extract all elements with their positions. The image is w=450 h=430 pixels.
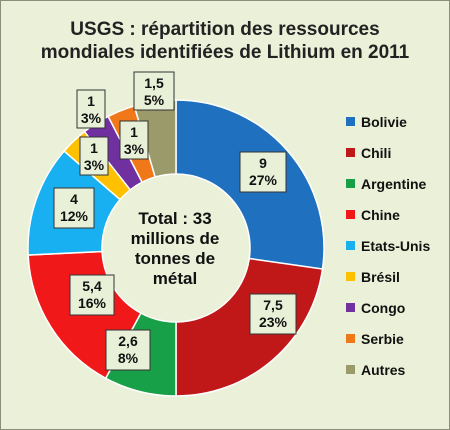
data-label-percent: 23% <box>259 314 288 330</box>
chart-title-line-1: USGS : répartition des ressources <box>70 19 380 40</box>
data-label-value: 4 <box>70 191 78 207</box>
data-label-value: 7,5 <box>263 297 283 313</box>
data-label-box <box>53 187 95 229</box>
chart-legend: Bolivie Chili Argentine Chine Etats-Unis Brés… <box>346 106 430 385</box>
legend-label: Chine <box>361 206 400 223</box>
data-label-value: 5,4 <box>82 278 102 294</box>
legend-label: Etats-Unis <box>361 237 431 254</box>
data-label-percent: 12% <box>60 208 89 224</box>
legend-item-argentine: Argentine <box>346 168 430 199</box>
legend-swatch <box>346 179 355 188</box>
data-label-box <box>79 136 109 176</box>
data-label-percent: 8% <box>118 350 139 366</box>
data-labels: 927%7,523%2,68%5,416%412%13%13%13%1,55% <box>53 71 297 371</box>
legend-label: Chili <box>361 144 392 161</box>
data-label-percent: 5% <box>144 92 165 108</box>
legend-item-chine: Chine <box>346 199 430 230</box>
data-label-box <box>133 71 175 111</box>
data-label-box <box>105 329 151 371</box>
legend-swatch <box>346 117 355 126</box>
chart-title-line-2: mondiales identifiées de Lithium en 2011 <box>40 42 410 63</box>
data-label-autres: 1,55% <box>133 71 175 111</box>
legend-item-serbie: Serbie <box>346 323 430 354</box>
center-label-line-3: tonnes de <box>134 249 216 268</box>
data-label-argentine: 2,68% <box>105 329 151 371</box>
slice-chili <box>175 257 324 397</box>
legend-swatch <box>346 148 355 157</box>
center-label-line-4: métal <box>152 269 198 288</box>
legend-swatch <box>346 303 355 312</box>
legend-swatch <box>346 272 355 281</box>
data-label-value: 1 <box>87 93 95 109</box>
data-label-box <box>76 89 106 129</box>
center-label-line-1: Total : 33 <box>138 209 212 228</box>
data-label-chine: 5,416% <box>69 274 115 316</box>
data-label-value: 1 <box>130 124 138 140</box>
legend-swatch <box>346 334 355 343</box>
center-total-label: Total : 33 millions de tonnes de métal <box>115 209 235 289</box>
legend-item-etats-unis: Etats-Unis <box>346 230 430 261</box>
legend-item-bolivie: Bolivie <box>346 106 430 137</box>
data-label-percent: 3% <box>84 157 105 173</box>
data-label-bolivie: 927% <box>239 151 287 193</box>
data-label-value: 1,5 <box>144 75 164 91</box>
data-label-box <box>119 120 149 160</box>
chart-title: USGS : répartition des ressources mondia… <box>0 18 450 64</box>
data-label-value: 1 <box>90 140 98 156</box>
legend-item-chili: Chili <box>346 137 430 168</box>
legend-item-autres: Autres <box>346 354 430 385</box>
data-label-congo: 13% <box>76 89 106 129</box>
data-label-chili: 7,523% <box>249 293 297 335</box>
data-label-percent: 16% <box>78 295 107 311</box>
legend-label: Autres <box>361 361 406 378</box>
data-label-percent: 3% <box>81 110 102 126</box>
legend-label: Congo <box>361 299 406 316</box>
data-label-bresil: 13% <box>79 136 109 176</box>
data-label-box <box>69 274 115 316</box>
legend-swatch <box>346 241 355 250</box>
data-label-box <box>239 151 287 193</box>
legend-swatch <box>346 210 355 219</box>
legend-swatch <box>346 365 355 374</box>
data-label-percent: 27% <box>249 172 278 188</box>
data-label-box <box>249 293 297 335</box>
data-label-value: 9 <box>259 155 267 171</box>
data-label-value: 2,6 <box>118 333 138 349</box>
data-label-serbie: 13% <box>119 120 149 160</box>
legend-item-congo: Congo <box>346 292 430 323</box>
data-label-percent: 3% <box>124 141 145 157</box>
legend-label: Brésil <box>361 268 400 285</box>
legend-label: Argentine <box>361 175 427 192</box>
center-label-line-2: millions de <box>130 229 220 248</box>
legend-label: Bolivie <box>361 113 407 130</box>
legend-label: Serbie <box>361 330 404 347</box>
legend-item-bresil: Brésil <box>346 261 430 292</box>
data-label-etats-unis: 412% <box>53 187 95 229</box>
